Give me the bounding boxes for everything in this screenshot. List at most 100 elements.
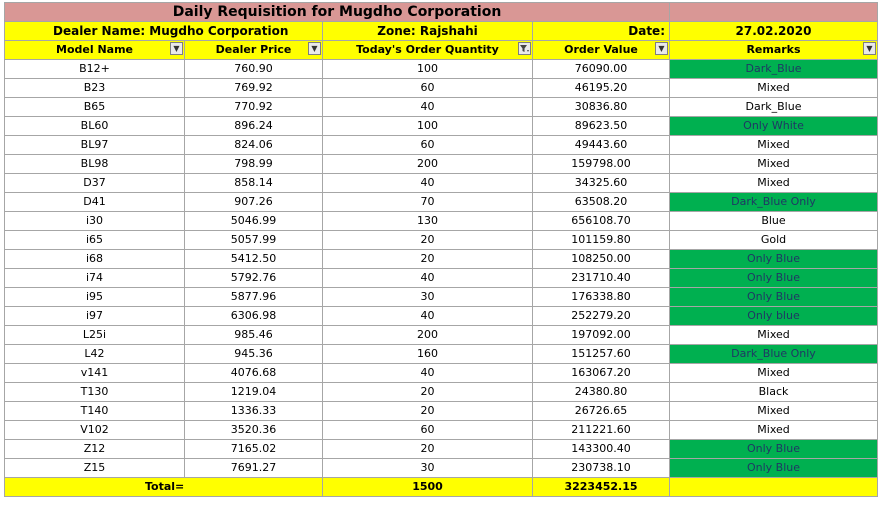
remarks-cell[interactable]: Dark_Blue: [669, 97, 878, 117]
remarks-cell[interactable]: Only White: [669, 116, 878, 136]
total-quantity-cell[interactable]: 1500: [322, 477, 533, 497]
model-name-cell[interactable]: V102: [4, 420, 185, 440]
date-value-cell[interactable]: 27.02.2020: [669, 21, 878, 41]
order-quantity-cell[interactable]: 30: [322, 458, 533, 478]
order-value-cell[interactable]: 197092.00: [532, 325, 670, 345]
remarks-cell[interactable]: Blue: [669, 211, 878, 231]
header-order-quantity[interactable]: Today's Order Quantity: [322, 40, 533, 60]
dealer-price-cell[interactable]: 5046.99: [184, 211, 323, 231]
remarks-cell[interactable]: Black: [669, 382, 878, 402]
header-model-name[interactable]: Model Name ▼: [4, 40, 185, 60]
chevron-down-icon[interactable]: ▼: [170, 42, 183, 55]
title-blank-cell[interactable]: [669, 2, 878, 22]
model-name-cell[interactable]: L42: [4, 344, 185, 364]
model-name-cell[interactable]: i65: [4, 230, 185, 250]
dealer-price-cell[interactable]: 1336.33: [184, 401, 323, 421]
total-blank-cell[interactable]: [669, 477, 878, 497]
dealer-price-cell[interactable]: 896.24: [184, 116, 323, 136]
order-quantity-cell[interactable]: 40: [322, 363, 533, 383]
dealer-price-cell[interactable]: 5057.99: [184, 230, 323, 250]
order-quantity-cell[interactable]: 20: [322, 249, 533, 269]
remarks-cell[interactable]: Dark_Blue: [669, 59, 878, 79]
order-quantity-cell[interactable]: 160: [322, 344, 533, 364]
order-quantity-cell[interactable]: 70: [322, 192, 533, 212]
dealer-price-cell[interactable]: 985.46: [184, 325, 323, 345]
remarks-cell[interactable]: Only Blue: [669, 458, 878, 478]
dealer-name-cell[interactable]: Dealer Name: Mugdho Corporation: [4, 21, 323, 41]
model-name-cell[interactable]: T130: [4, 382, 185, 402]
remarks-cell[interactable]: Mixed: [669, 173, 878, 193]
order-quantity-cell[interactable]: 100: [322, 116, 533, 136]
order-quantity-cell[interactable]: 200: [322, 154, 533, 174]
order-value-cell[interactable]: 89623.50: [532, 116, 670, 136]
order-value-cell[interactable]: 151257.60: [532, 344, 670, 364]
model-name-cell[interactable]: BL60: [4, 116, 185, 136]
dealer-price-cell[interactable]: 5877.96: [184, 287, 323, 307]
remarks-cell[interactable]: Only Blue: [669, 439, 878, 459]
remarks-cell[interactable]: Mixed: [669, 401, 878, 421]
order-value-cell[interactable]: 159798.00: [532, 154, 670, 174]
model-name-cell[interactable]: Z12: [4, 439, 185, 459]
model-name-cell[interactable]: i74: [4, 268, 185, 288]
dealer-price-cell[interactable]: 945.36: [184, 344, 323, 364]
order-value-cell[interactable]: 176338.80: [532, 287, 670, 307]
order-value-cell[interactable]: 143300.40: [532, 439, 670, 459]
order-value-cell[interactable]: 76090.00: [532, 59, 670, 79]
dealer-price-cell[interactable]: 769.92: [184, 78, 323, 98]
order-quantity-cell[interactable]: 130: [322, 211, 533, 231]
remarks-cell[interactable]: Dark_Blue Only: [669, 344, 878, 364]
order-value-cell[interactable]: 49443.60: [532, 135, 670, 155]
order-value-cell[interactable]: 30836.80: [532, 97, 670, 117]
dealer-price-cell[interactable]: 1219.04: [184, 382, 323, 402]
model-name-cell[interactable]: v141: [4, 363, 185, 383]
header-dealer-price[interactable]: Dealer Price ▼: [184, 40, 323, 60]
remarks-cell[interactable]: Mixed: [669, 325, 878, 345]
remarks-cell[interactable]: Dark_Blue Only: [669, 192, 878, 212]
order-quantity-cell[interactable]: 40: [322, 268, 533, 288]
remarks-cell[interactable]: Only Blue: [669, 249, 878, 269]
model-name-cell[interactable]: D37: [4, 173, 185, 193]
zone-cell[interactable]: Zone: Rajshahi: [322, 21, 533, 41]
dealer-price-cell[interactable]: 3520.36: [184, 420, 323, 440]
model-name-cell[interactable]: Z15: [4, 458, 185, 478]
model-name-cell[interactable]: D41: [4, 192, 185, 212]
model-name-cell[interactable]: B12+: [4, 59, 185, 79]
chevron-down-icon[interactable]: ▼: [308, 42, 321, 55]
order-quantity-cell[interactable]: 20: [322, 401, 533, 421]
order-quantity-cell[interactable]: 40: [322, 97, 533, 117]
filter-icon[interactable]: [518, 42, 531, 55]
remarks-cell[interactable]: Mixed: [669, 78, 878, 98]
chevron-down-icon[interactable]: ▼: [655, 42, 668, 55]
model-name-cell[interactable]: L25i: [4, 325, 185, 345]
order-value-cell[interactable]: 46195.20: [532, 78, 670, 98]
order-quantity-cell[interactable]: 20: [322, 439, 533, 459]
model-name-cell[interactable]: B23: [4, 78, 185, 98]
remarks-cell[interactable]: Only Blue: [669, 287, 878, 307]
order-quantity-cell[interactable]: 60: [322, 420, 533, 440]
dealer-price-cell[interactable]: 5792.76: [184, 268, 323, 288]
order-value-cell[interactable]: 163067.20: [532, 363, 670, 383]
chevron-down-icon[interactable]: ▼: [863, 42, 876, 55]
order-quantity-cell[interactable]: 20: [322, 230, 533, 250]
remarks-cell[interactable]: Mixed: [669, 363, 878, 383]
dealer-price-cell[interactable]: 6306.98: [184, 306, 323, 326]
header-remarks[interactable]: Remarks ▼: [669, 40, 878, 60]
order-quantity-cell[interactable]: 40: [322, 306, 533, 326]
order-quantity-cell[interactable]: 200: [322, 325, 533, 345]
total-value-cell[interactable]: 3223452.15: [532, 477, 670, 497]
order-value-cell[interactable]: 656108.70: [532, 211, 670, 231]
dealer-price-cell[interactable]: 5412.50: [184, 249, 323, 269]
remarks-cell[interactable]: Mixed: [669, 154, 878, 174]
dealer-price-cell[interactable]: 798.99: [184, 154, 323, 174]
order-value-cell[interactable]: 34325.60: [532, 173, 670, 193]
model-name-cell[interactable]: T140: [4, 401, 185, 421]
order-value-cell[interactable]: 252279.20: [532, 306, 670, 326]
order-quantity-cell[interactable]: 40: [322, 173, 533, 193]
order-value-cell[interactable]: 108250.00: [532, 249, 670, 269]
order-value-cell[interactable]: 24380.80: [532, 382, 670, 402]
dealer-price-cell[interactable]: 4076.68: [184, 363, 323, 383]
model-name-cell[interactable]: i30: [4, 211, 185, 231]
order-value-cell[interactable]: 231710.40: [532, 268, 670, 288]
remarks-cell[interactable]: Mixed: [669, 135, 878, 155]
model-name-cell[interactable]: B65: [4, 97, 185, 117]
